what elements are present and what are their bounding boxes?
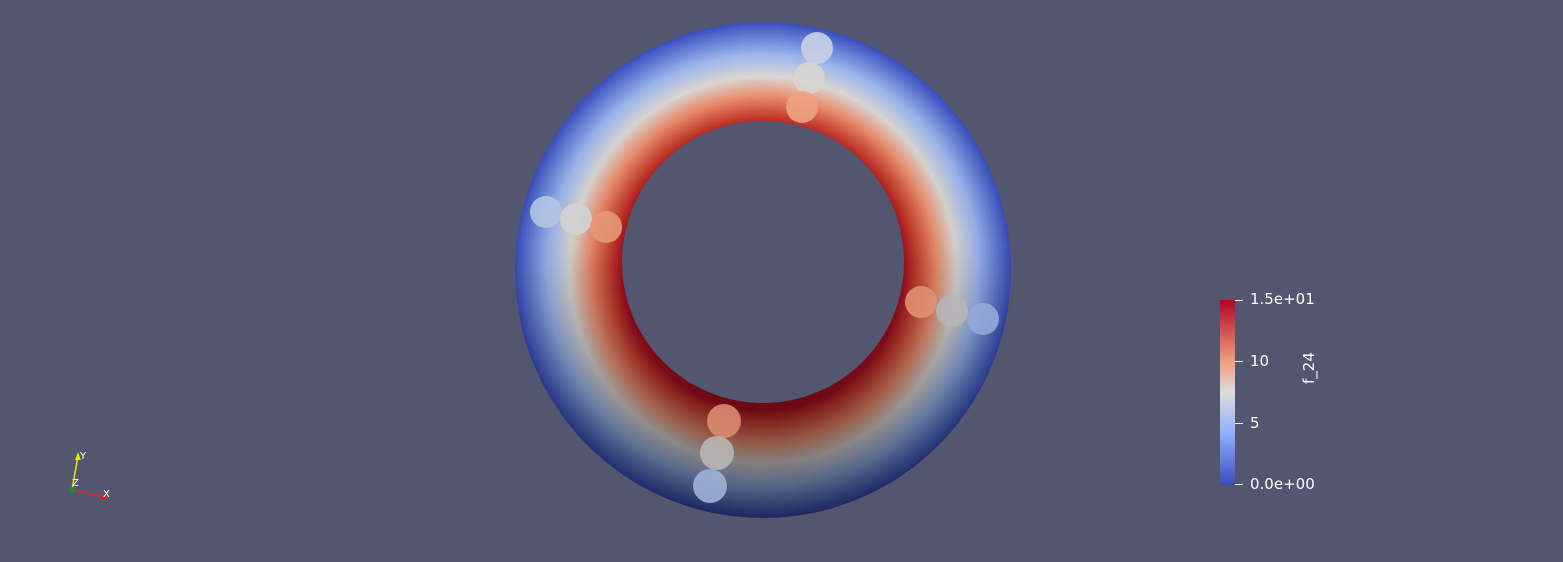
axis-y-label: Y [80, 451, 87, 462]
particle [707, 404, 741, 438]
scalar-bar-tick [1235, 300, 1243, 301]
scalar-bar-tick-label: 5 [1250, 414, 1260, 432]
particle [693, 469, 727, 503]
scalar-bar-tick [1235, 484, 1243, 485]
scalar-bar-tick [1235, 423, 1243, 424]
particle [530, 196, 562, 228]
particle [590, 211, 622, 243]
particle [936, 295, 968, 327]
scalar-bar-tick-label: 0.0e+00 [1250, 475, 1315, 493]
scalar-bar [1220, 300, 1235, 485]
orientation-axes [69, 452, 109, 500]
axis-z-label: Z [72, 478, 79, 489]
particle [905, 286, 937, 318]
axis-x-label: X [103, 489, 110, 500]
particle [793, 62, 825, 94]
particle [967, 303, 999, 335]
annulus-surface [510, 20, 1020, 520]
particle [786, 91, 818, 123]
particle [560, 203, 592, 235]
scalar-bar-tick-label: 10 [1250, 352, 1270, 370]
scalar-bar-tick [1235, 361, 1243, 362]
scalar-bar-title: f_24 [1300, 352, 1318, 384]
scalar-bar-tick-label: 1.5e+01 [1250, 290, 1315, 308]
particle [700, 436, 734, 470]
particle [801, 32, 833, 64]
